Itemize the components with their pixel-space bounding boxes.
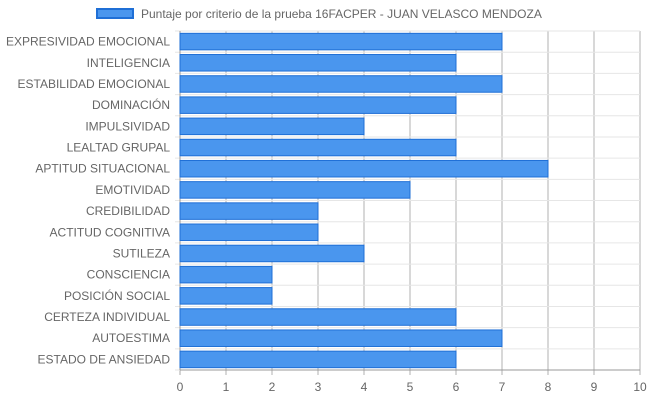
bar[interactable] xyxy=(179,329,503,347)
category-label: CREDIBILIDAD xyxy=(86,204,170,218)
bar[interactable] xyxy=(179,202,319,220)
bar[interactable] xyxy=(179,308,457,326)
bar[interactable] xyxy=(179,181,411,199)
chart-legend[interactable]: Puntaje por criterio de la prueba 16FACP… xyxy=(0,6,650,24)
x-tick-label: 6 xyxy=(453,380,460,394)
bar[interactable] xyxy=(179,265,273,284)
x-tick-label: 8 xyxy=(545,380,552,394)
bar[interactable] xyxy=(179,350,457,369)
x-tick-label: 7 xyxy=(499,380,506,394)
category-label: AUTOESTIMA xyxy=(92,331,170,345)
category-label: POSICIÓN SOCIAL xyxy=(64,288,170,303)
bar[interactable] xyxy=(179,54,457,72)
category-labels: EXPRESIVIDAD EMOCIONAL INTELIGENCIA ESTABI… xyxy=(6,35,170,367)
x-tick-label: 3 xyxy=(315,380,322,394)
category-label: LEALTAD GRUPAL xyxy=(67,141,171,155)
x-axis-ticks: 0 1 2 3 4 5 6 7 8 9 10 xyxy=(177,380,647,394)
bar[interactable] xyxy=(179,75,503,93)
bar[interactable] xyxy=(179,287,273,305)
bar[interactable] xyxy=(179,32,503,51)
bar[interactable] xyxy=(179,159,549,178)
x-tick-label: 1 xyxy=(223,380,230,394)
category-label: DOMINACIÓN xyxy=(92,97,170,112)
bar[interactable] xyxy=(179,138,457,157)
category-label: EXPRESIVIDAD EMOCIONAL xyxy=(6,35,170,49)
category-label: INTELIGENCIA xyxy=(87,56,170,70)
bar[interactable] xyxy=(179,117,365,136)
x-tick-label: 5 xyxy=(407,380,414,394)
category-label: IMPULSIVIDAD xyxy=(85,119,170,133)
bars xyxy=(179,32,549,369)
x-tick-label: 9 xyxy=(591,380,598,394)
category-label: ESTABILIDAD EMOCIONAL xyxy=(18,77,171,91)
bar[interactable] xyxy=(179,96,457,114)
category-label: CERTEZA INDIVIDUAL xyxy=(44,310,170,324)
legend-swatch xyxy=(96,8,134,19)
category-label: EMOTIVIDAD xyxy=(95,183,170,197)
x-tick-label: 2 xyxy=(269,380,276,394)
category-label: ACTITUD COGNITIVA xyxy=(50,225,170,239)
category-label: SUTILEZA xyxy=(113,246,170,260)
x-tick-label: 10 xyxy=(633,380,647,394)
category-label: ESTADO DE ANSIEDAD xyxy=(38,352,171,366)
bar[interactable] xyxy=(179,244,365,263)
bar[interactable] xyxy=(179,223,319,242)
legend-label: Puntaje por criterio de la prueba 16FACP… xyxy=(141,7,542,21)
category-label: APTITUD SITUACIONAL xyxy=(35,162,170,176)
x-tick-label: 4 xyxy=(361,380,368,394)
x-tick-label: 0 xyxy=(177,380,184,394)
category-label: CONSCIENCIA xyxy=(87,268,170,282)
